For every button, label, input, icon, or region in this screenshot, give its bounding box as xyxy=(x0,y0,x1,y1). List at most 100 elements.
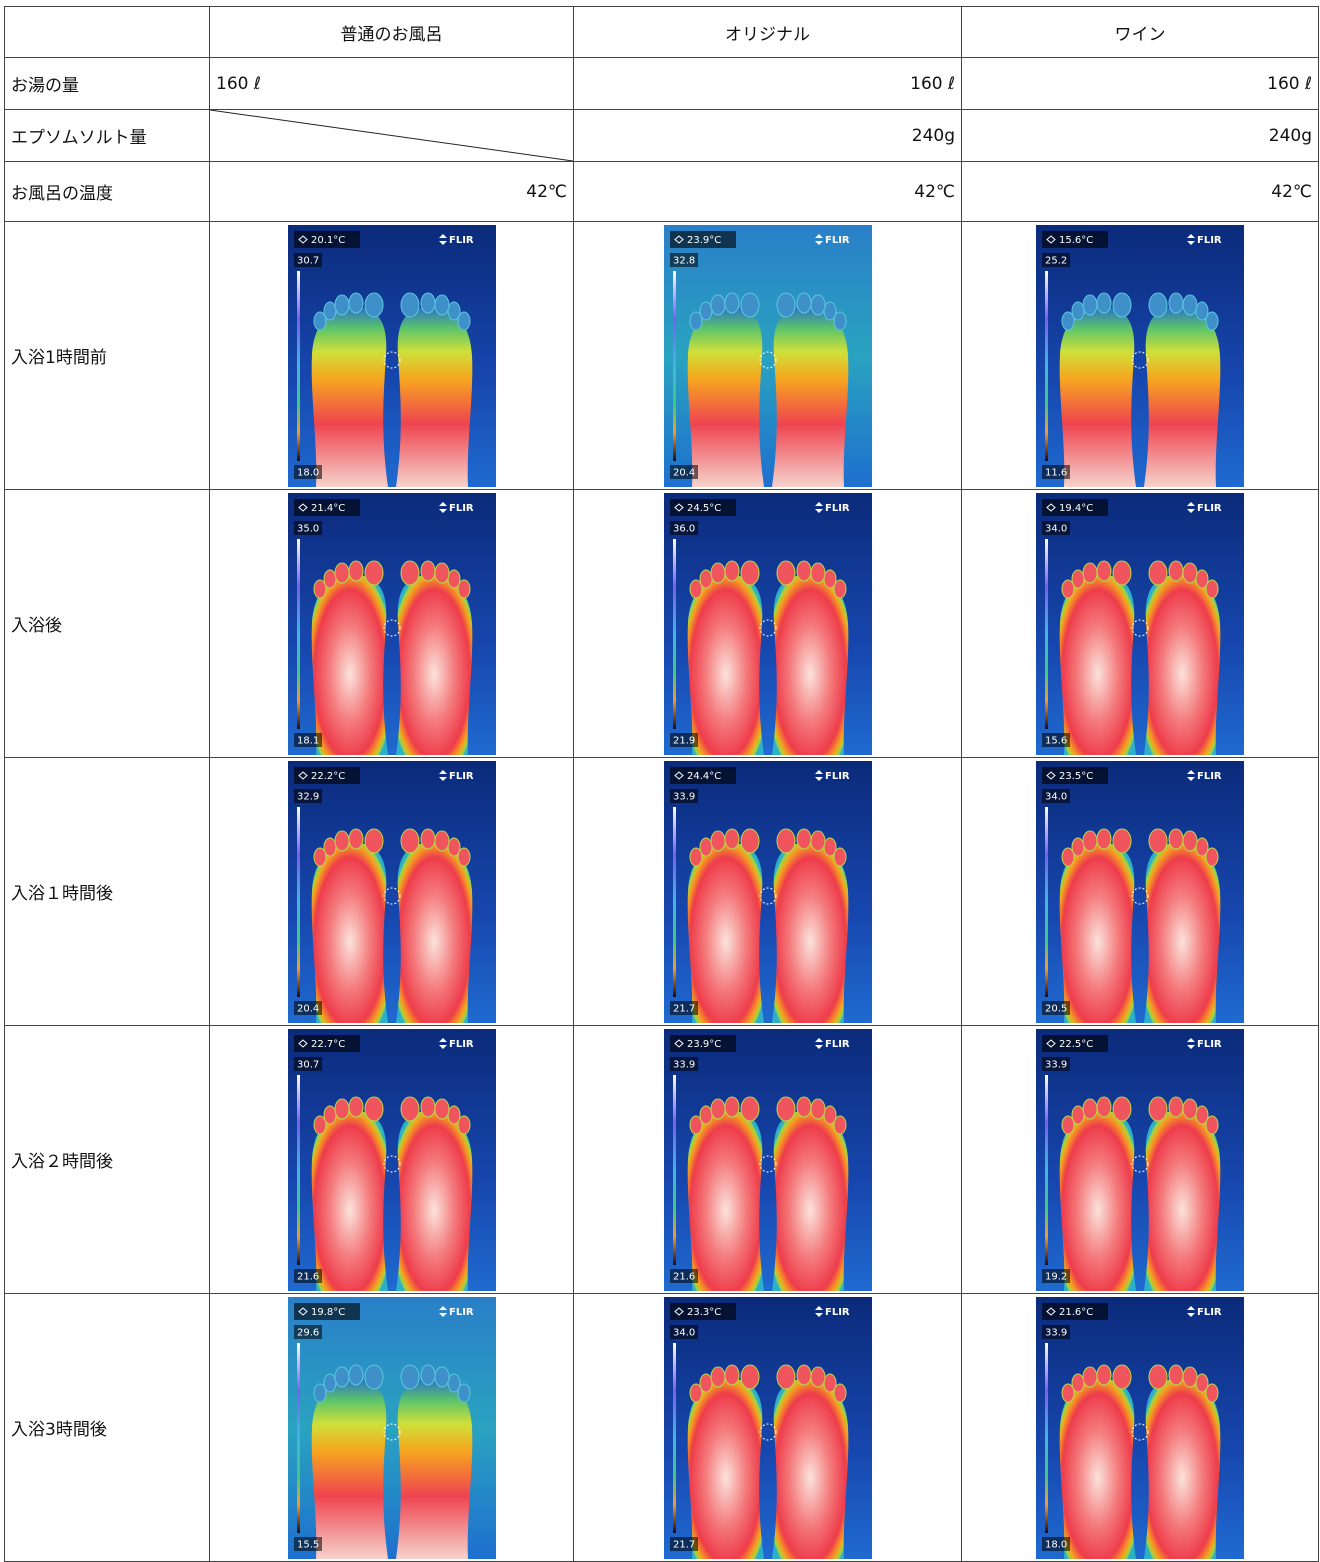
scale-bar xyxy=(1045,1074,1048,1265)
spot-temperature: 24.4°C xyxy=(687,771,721,782)
logo-icon xyxy=(438,1037,447,1049)
max-box xyxy=(1042,520,1070,535)
foot xyxy=(1144,842,1221,1023)
spot-icon xyxy=(673,234,684,244)
toe xyxy=(810,1366,825,1387)
image-cell: 20.1°C FLIR 30.7 18.0 xyxy=(209,221,574,490)
scale-bar xyxy=(1045,270,1048,461)
toe xyxy=(1071,1373,1085,1392)
toe xyxy=(740,292,759,317)
toe xyxy=(796,1364,811,1385)
toe xyxy=(364,828,383,853)
scale-bar xyxy=(1045,1342,1048,1533)
toe xyxy=(348,292,363,313)
image-cell: 22.7°C FLIR 30.7 21.6 xyxy=(209,1025,574,1294)
toe xyxy=(420,828,435,849)
row-label: エプソムソルト量 xyxy=(4,109,210,162)
foot xyxy=(1059,1378,1136,1559)
image-cell: 23.9°C FLIR 32.8 20.4 xyxy=(573,221,962,490)
toe xyxy=(348,1096,363,1117)
max-box xyxy=(293,520,322,535)
spot-temperature: 23.5°C xyxy=(1059,771,1093,782)
table-row: エプソムソルト量 240g 240g xyxy=(4,109,1319,162)
spot-icon xyxy=(297,234,308,244)
max-box xyxy=(1042,252,1070,267)
spot-temperature: 22.2°C xyxy=(311,771,345,782)
min-temperature: 21.6 xyxy=(297,1271,319,1282)
scale-bar xyxy=(672,1342,676,1533)
value-cell: 160 ℓ xyxy=(961,57,1319,110)
min-temperature: 20.4 xyxy=(297,1003,319,1014)
min-temperature: 21.6 xyxy=(673,1271,695,1282)
spot-box xyxy=(293,766,360,784)
toe xyxy=(1195,301,1209,320)
foot xyxy=(311,842,388,1023)
max-box xyxy=(669,252,698,267)
logo-icon xyxy=(1187,1037,1195,1049)
toe xyxy=(313,847,326,866)
toe xyxy=(833,1115,846,1134)
toe xyxy=(699,569,712,588)
max-temperature: 34.0 xyxy=(673,1327,695,1338)
toe xyxy=(776,560,795,585)
min-box xyxy=(669,1268,698,1283)
min-temperature: 15.6 xyxy=(1045,735,1067,746)
scale-bar xyxy=(672,538,676,729)
logo: FLIR xyxy=(1197,235,1222,246)
crosshair xyxy=(383,351,400,368)
foot xyxy=(311,1378,388,1559)
toe xyxy=(724,292,739,313)
toe xyxy=(1182,562,1198,583)
thermal-image: 22.5°C FLIR 33.9 19.2 xyxy=(1036,1028,1244,1291)
logo: FLIR xyxy=(1197,1307,1222,1318)
toe xyxy=(699,301,712,320)
toe xyxy=(796,828,811,849)
max-temperature: 35.0 xyxy=(297,523,319,534)
foot xyxy=(395,574,472,755)
thermal-image: 23.5°C FLIR 34.0 20.5 xyxy=(1036,760,1244,1023)
image-cell: 23.5°C FLIR 34.0 20.5 xyxy=(961,757,1319,1026)
toe xyxy=(323,301,336,320)
foot xyxy=(1144,1378,1221,1559)
min-box xyxy=(669,1000,698,1015)
row-label: 入浴２時間後 xyxy=(4,1025,210,1294)
toe xyxy=(1182,1098,1198,1119)
crosshair xyxy=(383,1423,400,1440)
image-cell: 21.6°C FLIR 33.9 18.0 xyxy=(961,1293,1319,1562)
spot-icon xyxy=(673,1038,684,1048)
toe xyxy=(710,830,725,851)
spot-temperature: 20.1°C xyxy=(311,235,345,246)
logo-icon xyxy=(814,769,823,781)
toe xyxy=(323,569,336,588)
toe xyxy=(776,828,795,853)
logo: FLIR xyxy=(449,503,474,514)
foot xyxy=(395,1378,472,1559)
thermal-image: 15.6°C FLIR 25.2 11.6 xyxy=(1036,224,1244,487)
toe xyxy=(699,837,712,856)
toe xyxy=(776,1364,795,1389)
toe xyxy=(823,301,836,320)
max-box xyxy=(669,520,698,535)
toe xyxy=(740,828,759,853)
value-cell: 160 ℓ xyxy=(573,57,962,110)
logo-icon xyxy=(1187,1305,1195,1317)
toe xyxy=(1148,1364,1168,1389)
scale-bar xyxy=(296,270,300,461)
max-temperature: 34.0 xyxy=(1045,791,1067,802)
scale-bar xyxy=(672,1074,676,1265)
value-cell: 42℃ xyxy=(573,161,962,222)
toe xyxy=(313,579,326,598)
toe xyxy=(1112,828,1132,853)
toe xyxy=(1096,828,1112,849)
min-box xyxy=(293,1268,322,1283)
toe xyxy=(457,1115,470,1134)
value-cell: 240g xyxy=(961,109,1319,162)
logo: FLIR xyxy=(449,235,474,246)
toe xyxy=(400,292,419,317)
min-temperature: 20.5 xyxy=(1045,1003,1067,1014)
min-box xyxy=(293,1536,322,1551)
thermal-image: 24.5°C FLIR 36.0 21.9 xyxy=(663,492,872,755)
toe xyxy=(334,830,349,851)
toe xyxy=(1112,1096,1132,1121)
max-temperature: 29.6 xyxy=(297,1327,319,1338)
